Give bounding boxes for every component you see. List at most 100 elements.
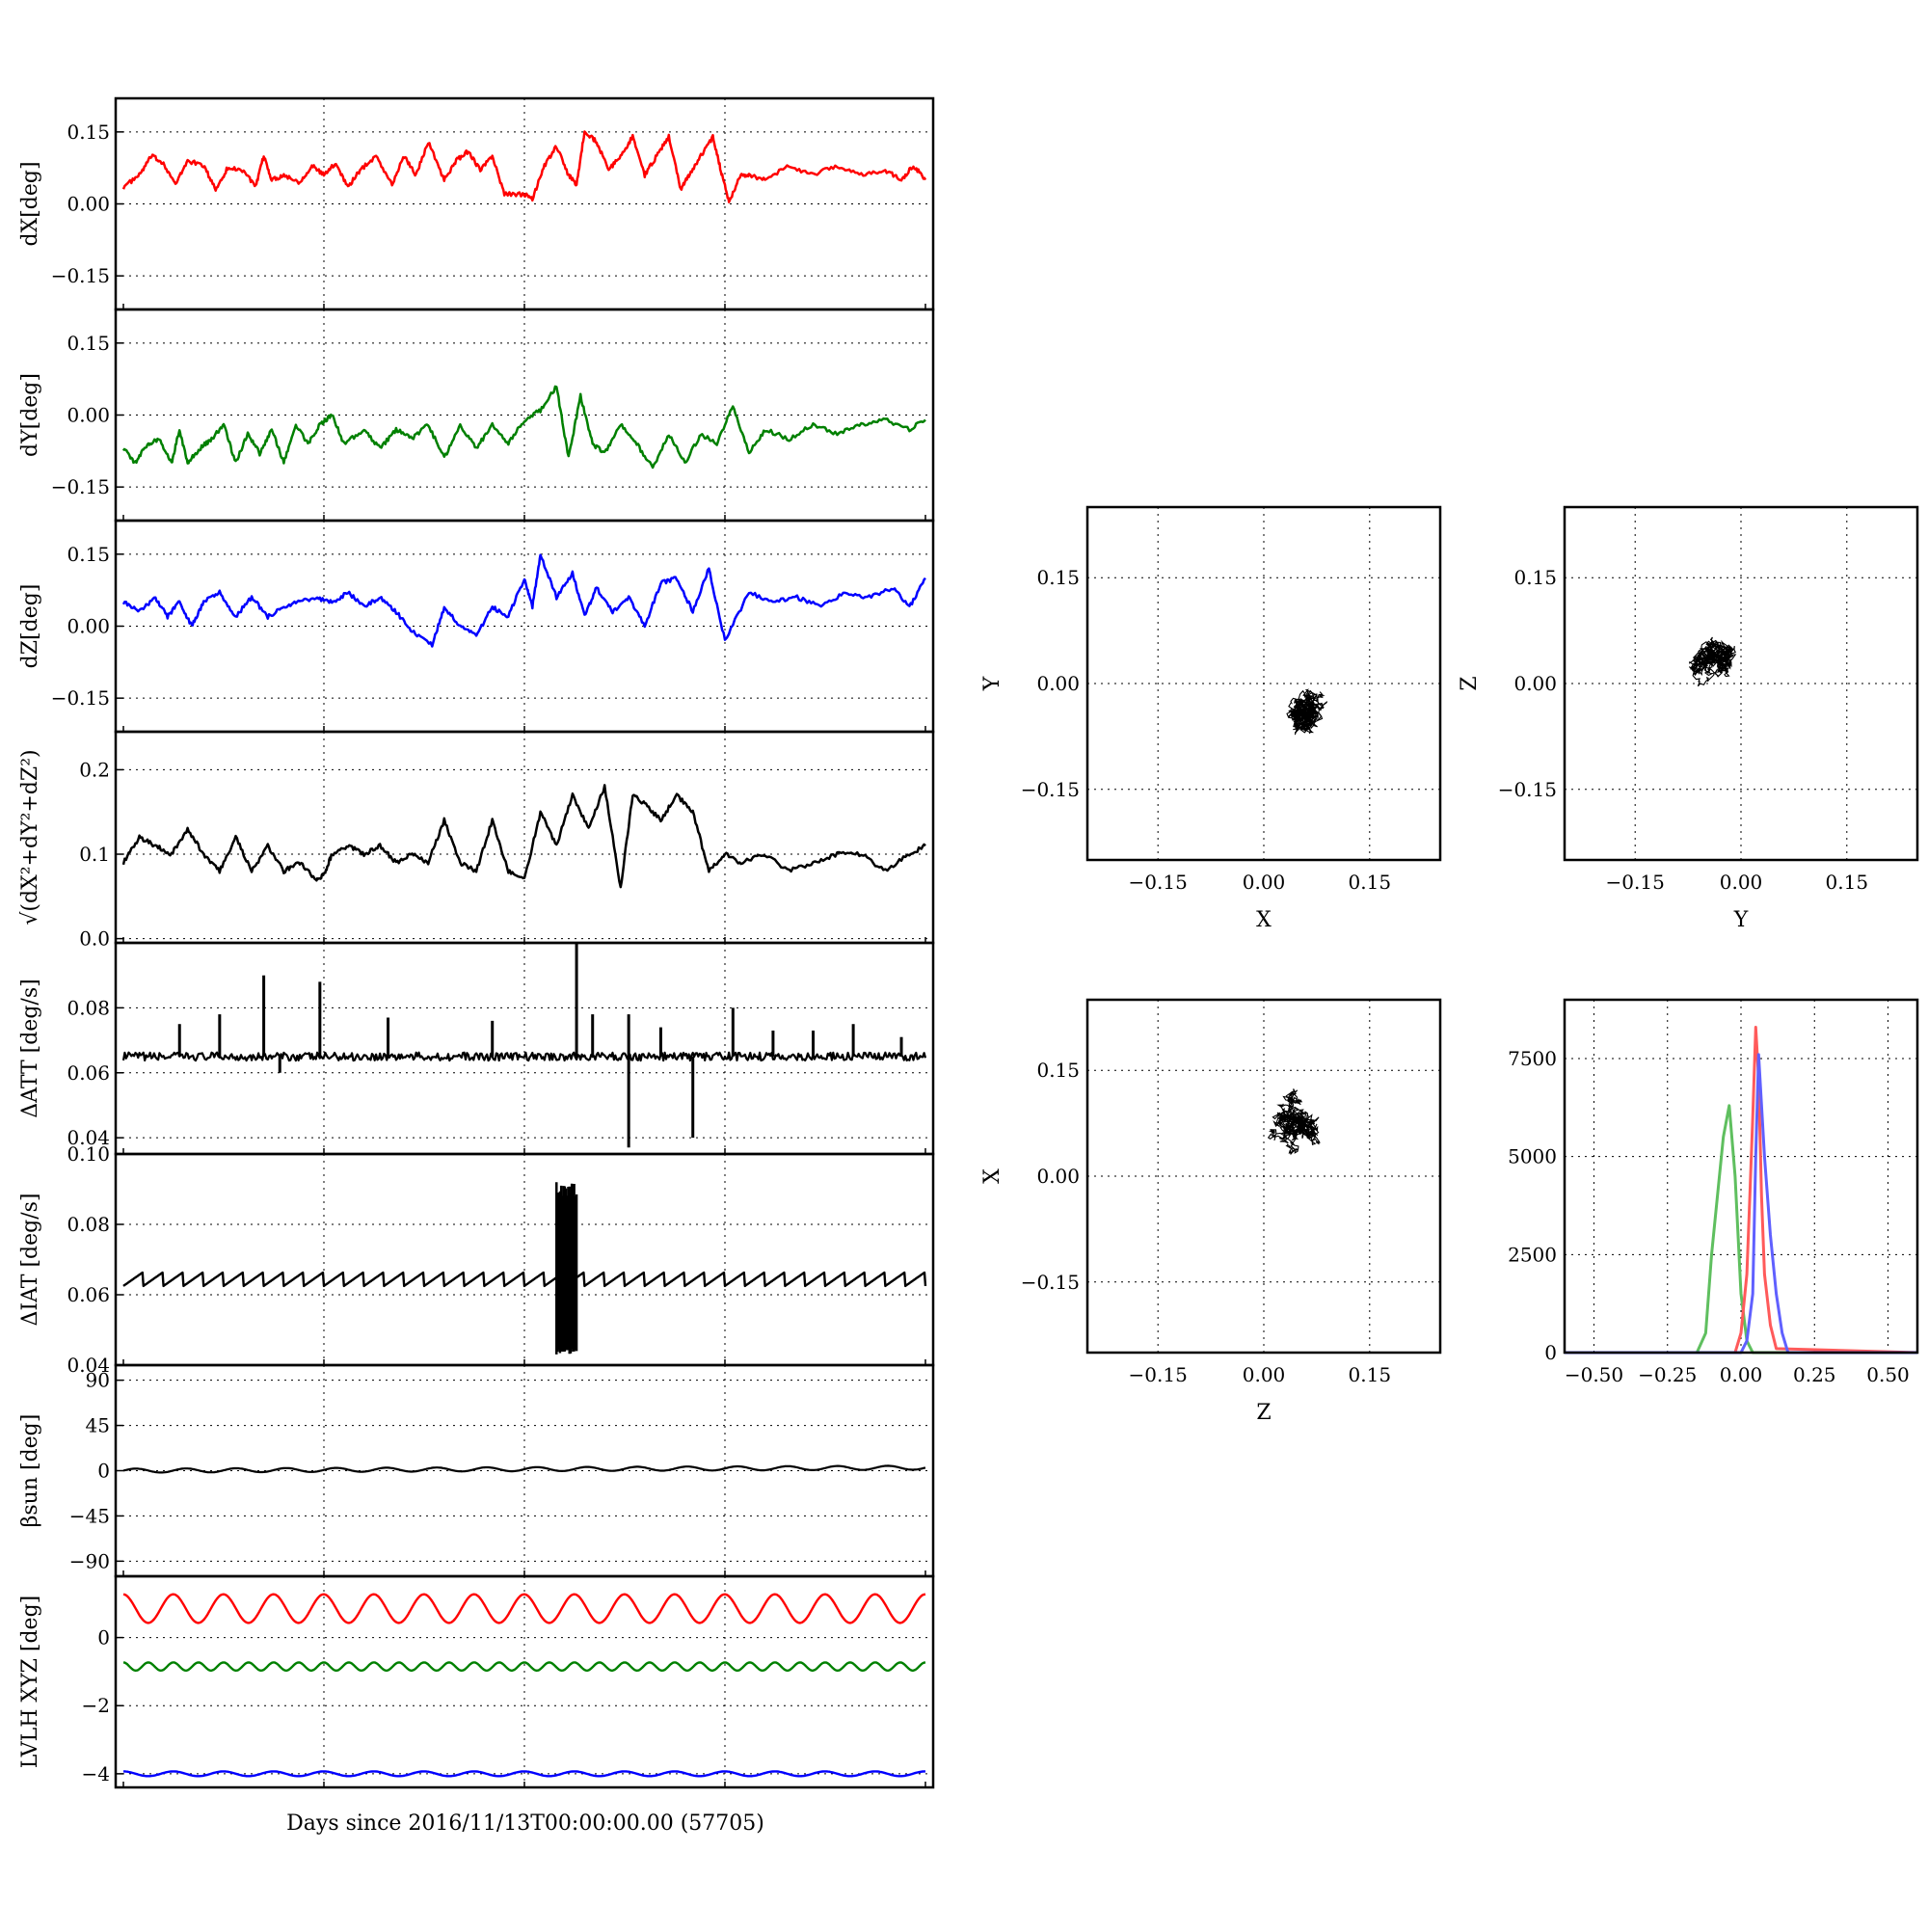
y-tick-label: 45 [86,1414,110,1437]
y-tick-label: −2 [82,1694,110,1717]
y-tick-label: 0.08 [67,996,110,1019]
x-axis-label: Y [1733,908,1749,932]
histogram-series-1 [1565,1026,1918,1355]
y-tick-label: 0.15 [1513,566,1557,589]
y-tick-label: 90 [86,1369,110,1392]
panel-frame [114,730,935,945]
y-tick-label: 0.06 [67,1283,110,1306]
data-line [122,1464,926,1474]
panel-beta: −90 −45 0 45 90 βsun [deg] [18,1363,935,1578]
y-axis-label: X [980,1168,1004,1184]
y-tick-label: 7500 [1508,1047,1557,1070]
y-axis-label: dX[deg] [18,161,42,246]
y-tick-label: 0.04 [67,1354,110,1377]
x-tick-label: 0.50 [1866,1363,1910,1386]
y-tick-label: 0.00 [67,193,110,216]
y-tick-label: −0.15 [1021,1271,1080,1294]
y-tick-label: 0.15 [67,332,110,355]
data-line [121,784,926,889]
panel-rss: 0.0 0.1 0.2 √(dX²+dY²+dZ²) [18,730,935,951]
y-tick-label: 0.00 [1513,672,1557,695]
x-tick-label: 0.15 [1826,871,1869,894]
scatter-panel-zx: −0.15 −0.15 0.00 0.00 0.15 0.15 Z X [980,998,1442,1425]
shared-x-axis-label: Days since 2016/11/13T00:00:00.00 (57705… [286,1811,764,1836]
y-tick-label: 0.00 [67,615,110,638]
y-tick-label: 0.00 [1036,672,1080,695]
y-tick-label: 0 [97,1460,110,1483]
y-tick-label: 0.2 [79,758,110,781]
scatter-frame [1085,998,1442,1355]
y-axis-label: ΔATT [deg/s] [18,979,42,1117]
y-tick-label: 2500 [1508,1243,1557,1266]
x-tick-label: −0.15 [1606,871,1665,894]
x-tick-label: 0.00 [1243,1363,1286,1386]
y-axis-label: dY[deg] [18,373,42,457]
y-tick-label: 5000 [1508,1145,1557,1168]
y-tick-label: −0.15 [1021,778,1080,801]
y-tick-label: −0.15 [51,475,110,498]
scatter-trace [1286,688,1327,736]
panel-datt: 0.04 0.06 0.08 ΔATT [deg/s] [18,941,935,1156]
y-tick-label: −0.15 [1498,778,1557,801]
scatter-frame [1085,505,1442,862]
y-tick-label: 0.04 [67,1126,110,1149]
y-tick-label: 0.15 [1036,566,1080,589]
x-tick-label: 0.25 [1793,1363,1836,1386]
y-axis-label: Z [1458,676,1482,690]
histogram-series-2 [1565,1053,1917,1355]
y-tick-label: −90 [69,1549,110,1572]
x-tick-label: −0.25 [1638,1363,1697,1386]
panel-diat: 0.04 0.06 0.08 0.10 ΔIAT [deg/s] [18,1142,935,1377]
x-tick-label: 0.00 [1243,871,1286,894]
panel-frame [114,1152,935,1367]
x-tick-label: 0.00 [1720,1363,1763,1386]
scatter-trace [1688,636,1737,687]
scatter-trace [1267,1088,1321,1156]
panel-lvlh: −4 −2 0 LVLH XYZ [deg] [18,1574,935,1789]
data-line [122,1271,927,1288]
y-axis-label: LVLH XYZ [deg] [18,1596,42,1769]
y-tick-label: −4 [82,1762,110,1785]
panel-frame [114,1574,935,1789]
y-tick-label: 0.06 [67,1061,110,1085]
panel-dx: −0.15 0.00 0.15 dX[deg] [18,96,935,311]
x-tick-label: −0.50 [1565,1363,1623,1386]
panel-dy: −0.15 0.00 0.15 dY[deg] [18,308,935,523]
data-line-series-1 [122,1661,926,1673]
histogram-series-0 [1565,1104,1917,1355]
x-axis-label: X [1256,908,1272,932]
y-tick-label: 0.00 [67,404,110,427]
y-axis-label: βsun [deg] [18,1414,42,1528]
y-tick-label: 0.1 [79,843,110,866]
x-tick-label: 0.15 [1349,871,1392,894]
data-line-series-2 [123,1770,925,1778]
y-tick-label: 0.15 [67,543,110,566]
y-tick-label: −0.15 [51,686,110,710]
y-tick-label: 0.15 [67,121,110,144]
data-line-series-0 [122,1593,926,1624]
y-tick-label: 0.08 [67,1213,110,1236]
y-axis-label: Y [980,676,1004,691]
y-tick-label: 0 [97,1626,110,1650]
data-line [121,385,926,470]
scatter-panel-xy: −0.15 −0.15 0.00 0.00 0.15 0.15 X Y [980,505,1442,932]
y-tick-label: −45 [69,1504,110,1527]
data-line [121,1051,927,1062]
panel-frame [114,941,935,1156]
y-tick-label: 0.15 [1036,1059,1080,1082]
x-tick-label: 0.00 [1720,871,1763,894]
x-axis-label: Z [1256,1401,1271,1425]
scatter-frame [1563,505,1919,862]
histogram-frame [1563,998,1919,1355]
x-tick-label: −0.15 [1129,1363,1188,1386]
y-tick-label: −0.15 [51,264,110,287]
y-axis-label: dZ[deg] [18,584,42,669]
y-axis-label: ΔIAT [deg/s] [18,1194,42,1327]
histogram-panel: −0.50 −0.25 0.00 0.25 0.50 0 2500 5000 7500 [1508,998,1919,1386]
y-axis-label: √(dX²+dY²+dZ²) [18,749,42,925]
data-line [121,553,926,648]
data-line [121,130,927,203]
x-tick-label: 0.15 [1349,1363,1392,1386]
